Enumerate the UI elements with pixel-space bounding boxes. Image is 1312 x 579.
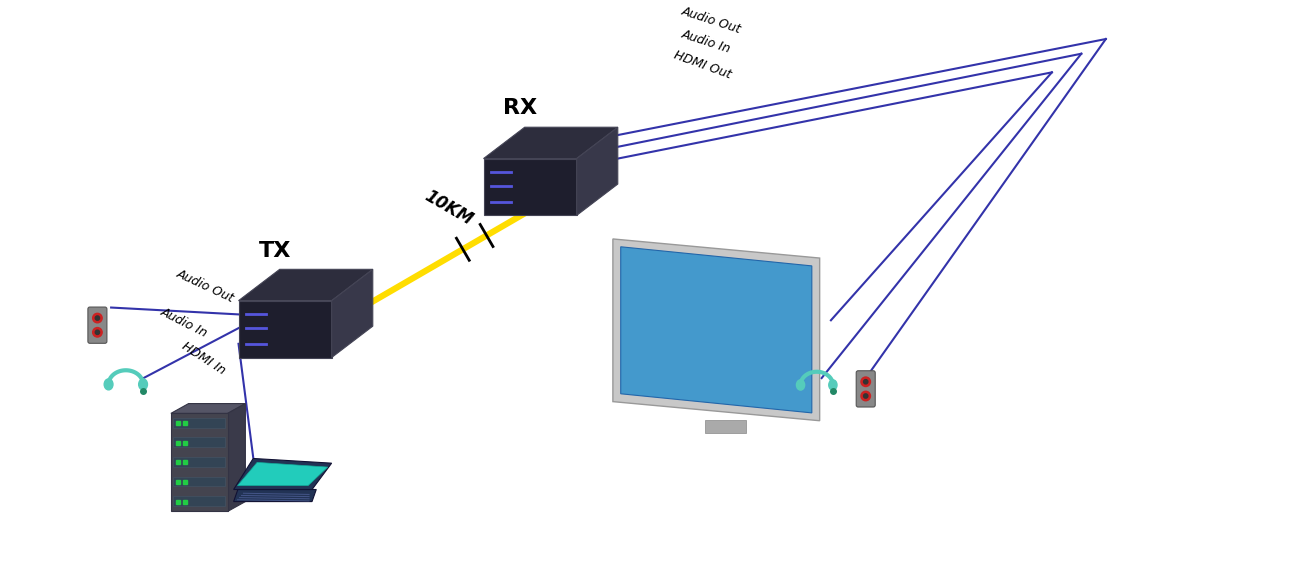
Polygon shape: [613, 239, 820, 421]
Text: Audio In: Audio In: [680, 28, 732, 56]
Text: HDMI Out: HDMI Out: [672, 49, 732, 81]
Ellipse shape: [796, 380, 804, 390]
Polygon shape: [171, 413, 228, 511]
Polygon shape: [332, 269, 373, 357]
Text: Audio In: Audio In: [159, 305, 210, 340]
Circle shape: [96, 316, 100, 320]
Circle shape: [96, 330, 100, 335]
Polygon shape: [239, 269, 373, 301]
Polygon shape: [228, 404, 245, 511]
Circle shape: [863, 394, 867, 398]
FancyBboxPatch shape: [173, 418, 226, 427]
Polygon shape: [484, 159, 576, 215]
Text: Audio Out: Audio Out: [174, 267, 236, 305]
FancyBboxPatch shape: [706, 420, 747, 434]
Text: TX: TX: [258, 241, 291, 261]
Polygon shape: [621, 247, 812, 413]
Text: HDMI In: HDMI In: [180, 339, 228, 377]
Ellipse shape: [829, 380, 837, 390]
Circle shape: [861, 377, 870, 387]
Circle shape: [93, 313, 102, 323]
Ellipse shape: [139, 379, 147, 390]
Circle shape: [861, 391, 870, 401]
FancyBboxPatch shape: [857, 371, 875, 407]
Polygon shape: [234, 489, 316, 501]
Text: Audio Out: Audio Out: [680, 5, 743, 36]
FancyBboxPatch shape: [173, 437, 226, 447]
Text: 10KM: 10KM: [421, 187, 475, 229]
Polygon shape: [576, 127, 618, 215]
FancyBboxPatch shape: [173, 457, 226, 467]
Circle shape: [93, 328, 102, 337]
Polygon shape: [239, 301, 332, 357]
Polygon shape: [484, 127, 618, 159]
Polygon shape: [237, 463, 328, 486]
FancyBboxPatch shape: [88, 307, 106, 343]
Ellipse shape: [104, 379, 113, 390]
FancyBboxPatch shape: [173, 496, 226, 506]
FancyBboxPatch shape: [173, 477, 226, 486]
Circle shape: [863, 380, 867, 384]
Polygon shape: [171, 404, 245, 413]
Text: RX: RX: [504, 98, 538, 119]
Polygon shape: [234, 459, 332, 489]
